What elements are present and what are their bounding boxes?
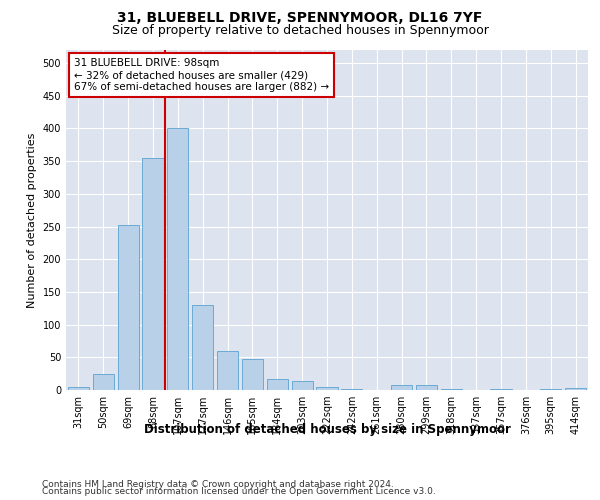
Text: 31 BLUEBELL DRIVE: 98sqm
← 32% of detached houses are smaller (429)
67% of semi-: 31 BLUEBELL DRIVE: 98sqm ← 32% of detach… — [74, 58, 329, 92]
Text: Contains HM Land Registry data © Crown copyright and database right 2024.: Contains HM Land Registry data © Crown c… — [42, 480, 394, 489]
Bar — [316, 386, 338, 390]
Bar — [142, 158, 164, 390]
Bar — [167, 128, 188, 390]
Bar — [490, 388, 512, 390]
Bar — [441, 388, 462, 390]
Bar — [118, 224, 139, 390]
Bar — [217, 351, 238, 390]
Bar — [540, 388, 561, 390]
Bar — [416, 386, 437, 390]
Bar — [242, 358, 263, 390]
Bar — [267, 379, 288, 390]
Bar — [68, 386, 89, 390]
Text: Contains public sector information licensed under the Open Government Licence v3: Contains public sector information licen… — [42, 487, 436, 496]
Bar — [192, 305, 213, 390]
Bar — [565, 388, 586, 390]
Bar — [93, 374, 114, 390]
Bar — [292, 381, 313, 390]
Bar — [391, 385, 412, 390]
Text: Size of property relative to detached houses in Spennymoor: Size of property relative to detached ho… — [112, 24, 488, 37]
Text: 31, BLUEBELL DRIVE, SPENNYMOOR, DL16 7YF: 31, BLUEBELL DRIVE, SPENNYMOOR, DL16 7YF — [118, 11, 482, 25]
Y-axis label: Number of detached properties: Number of detached properties — [27, 132, 37, 308]
Text: Distribution of detached houses by size in Spennymoor: Distribution of detached houses by size … — [143, 422, 511, 436]
